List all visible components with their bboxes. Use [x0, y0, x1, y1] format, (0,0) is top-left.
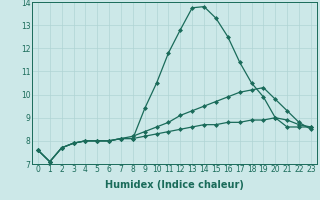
X-axis label: Humidex (Indice chaleur): Humidex (Indice chaleur) — [105, 180, 244, 190]
